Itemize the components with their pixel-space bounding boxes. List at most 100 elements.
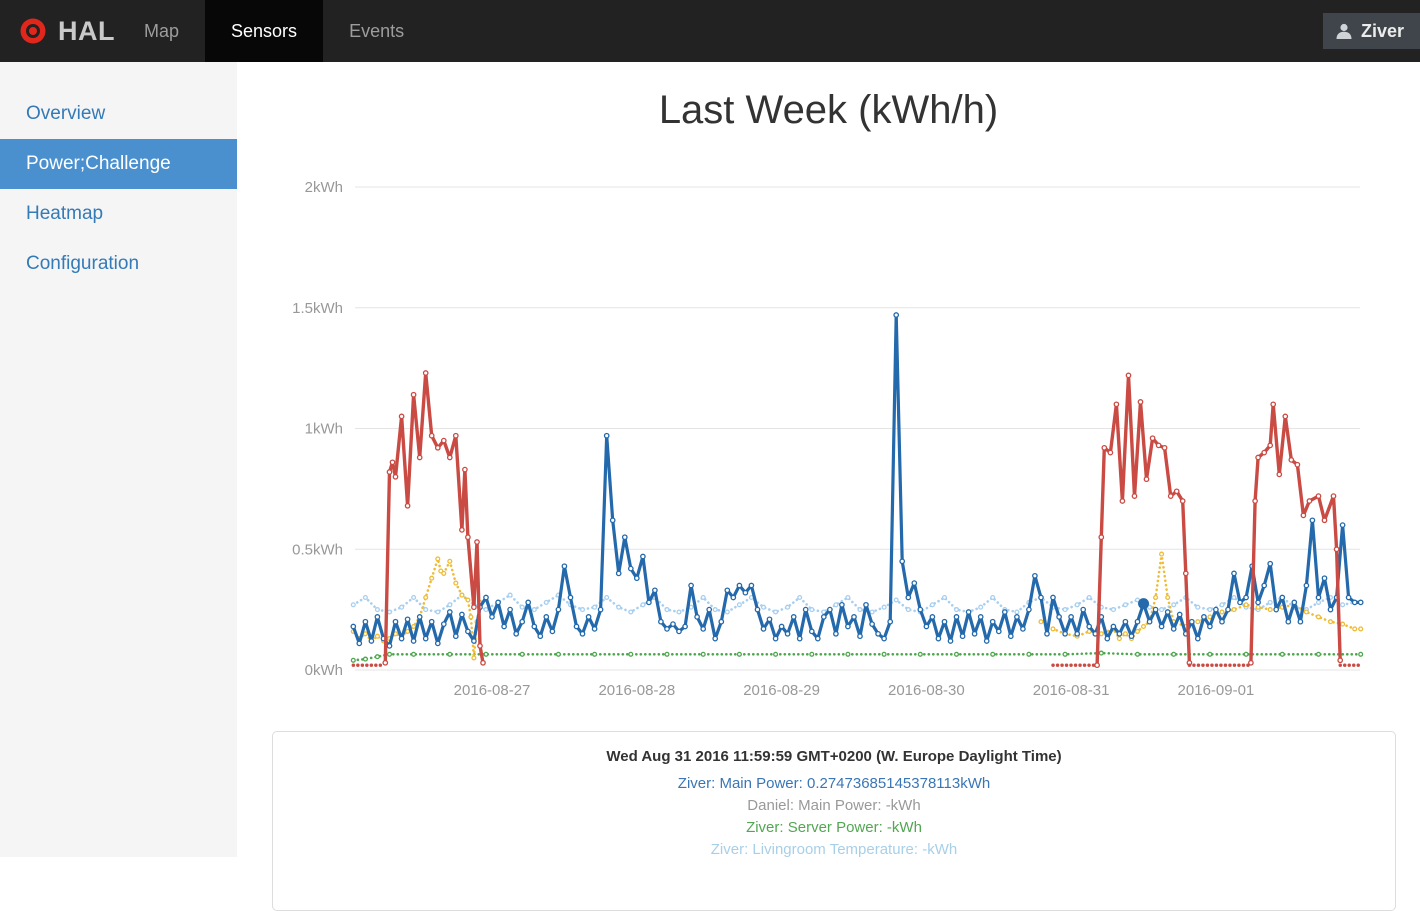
data-point-marker <box>579 630 586 637</box>
data-point-marker <box>990 594 996 601</box>
tooltip-rows: Ziver: Main Power: 0.27473685145378113kW… <box>273 773 1395 861</box>
data-point-marker <box>567 594 574 601</box>
nav-tab-events[interactable]: Events <box>349 21 405 41</box>
data-point-marker <box>1345 594 1352 601</box>
data-point-marker <box>1179 498 1186 504</box>
data-point-marker <box>471 604 477 611</box>
data-point-marker <box>845 623 851 630</box>
data-point-marker <box>977 614 984 620</box>
data-point-marker <box>778 623 785 630</box>
data-point-marker <box>1171 602 1177 608</box>
data-point-marker <box>1032 572 1038 579</box>
data-point-marker <box>441 570 447 576</box>
data-point-marker <box>1146 618 1153 625</box>
data-point-marker <box>1001 609 1008 615</box>
data-point-marker <box>1306 498 1313 504</box>
data-point-marker <box>404 502 411 509</box>
sidebar: Overview Power;Challenge Heatmap Configurat… <box>0 62 237 857</box>
data-point-marker <box>459 527 465 533</box>
data-point-marker <box>941 594 948 601</box>
data-point-marker <box>1074 630 1081 637</box>
data-point-marker <box>1062 630 1068 637</box>
data-point-marker <box>543 614 550 620</box>
data-point-marker <box>839 601 845 608</box>
data-point-marker <box>519 604 525 610</box>
data-point-marker <box>1267 607 1273 613</box>
data-point-marker <box>1159 551 1165 557</box>
data-point-marker <box>468 614 474 620</box>
data-point-marker <box>1207 623 1213 630</box>
data-point-marker <box>845 651 851 657</box>
data-point-marker <box>1267 560 1274 567</box>
data-point-marker <box>941 618 948 625</box>
data-point-marker <box>555 651 561 657</box>
sidebar-item-power-challenge[interactable]: Power;Challenge <box>0 139 237 189</box>
nav-tab-sensors[interactable]: Sensors <box>205 0 324 62</box>
data-point-marker <box>1182 570 1189 577</box>
data-point-marker <box>706 606 713 613</box>
tooltip-row: Ziver: Livingroom Temperature: -kWh <box>710 841 958 858</box>
x-axis-tick-label: 2016-08-30 <box>888 682 965 699</box>
data-point-marker <box>1107 449 1114 456</box>
data-point-marker <box>1321 517 1328 524</box>
data-point-marker <box>851 614 857 620</box>
data-point-marker <box>561 563 568 570</box>
data-point-marker <box>1303 582 1310 589</box>
data-point-marker <box>368 638 375 644</box>
nav-tab-map[interactable]: Map <box>144 21 180 41</box>
sidebar-item-configuration[interactable]: Configuration <box>26 253 140 274</box>
data-point-marker <box>398 413 405 420</box>
main-nav: Map Sensors Events <box>118 0 430 62</box>
data-point-marker <box>531 607 537 613</box>
data-point-marker <box>386 609 393 615</box>
data-point-marker <box>480 659 486 666</box>
data-point-marker <box>628 651 634 657</box>
data-point-marker <box>1159 607 1165 613</box>
data-point-marker <box>1261 449 1268 456</box>
sidebar-item-heatmap[interactable]: Heatmap <box>26 203 104 224</box>
data-point-marker <box>640 553 646 560</box>
data-point-marker <box>989 618 996 625</box>
data-point-marker <box>1098 650 1104 656</box>
data-point-marker <box>790 614 797 620</box>
data-point-marker <box>1062 651 1068 657</box>
data-point-marker <box>1219 609 1225 615</box>
data-point-marker <box>537 633 544 640</box>
sidebar-item-overview[interactable]: Overview <box>26 103 106 124</box>
data-point-marker <box>929 614 936 620</box>
data-point-marker <box>1195 619 1201 625</box>
data-point-marker <box>658 618 664 625</box>
data-point-marker <box>507 592 513 598</box>
data-point-marker <box>1279 594 1286 601</box>
data-point-marker <box>1219 602 1225 608</box>
data-point-marker <box>446 609 453 615</box>
data-point-marker <box>411 594 417 601</box>
highlighted-data-point[interactable] <box>1138 598 1150 610</box>
data-point-marker <box>1237 599 1243 606</box>
data-point-marker <box>1231 570 1237 577</box>
user-menu[interactable]: Ziver <box>1322 13 1420 49</box>
data-point-marker <box>712 635 719 642</box>
data-point-marker <box>652 587 658 594</box>
data-point-marker <box>905 607 911 613</box>
brand-link[interactable]: HAL <box>0 0 133 62</box>
data-point-marker <box>1164 609 1171 615</box>
data-point-marker <box>688 604 694 610</box>
x-axis-tick-label: 2016-09-01 <box>1178 682 1255 699</box>
x-axis-tick-label: 2016-08-31 <box>1033 682 1110 699</box>
data-point-marker <box>1110 607 1116 613</box>
data-point-marker <box>664 607 670 613</box>
data-point-marker <box>1327 619 1334 625</box>
data-point-marker <box>1104 635 1111 642</box>
power-line-chart[interactable]: 0kWh 0.5kWh 1kWh 1.5kWh 2kWh 2016-08-27 2016-0… <box>237 62 1420 762</box>
data-point-marker <box>465 628 471 635</box>
data-point-marker <box>1056 614 1062 620</box>
data-point-marker <box>730 594 737 601</box>
data-point-marker <box>592 604 598 610</box>
data-point-marker <box>374 614 381 620</box>
data-point-marker <box>971 630 978 637</box>
data-point-marker <box>1143 476 1150 483</box>
data-point-marker <box>416 614 423 620</box>
data-point-marker <box>1285 618 1292 625</box>
data-point-marker <box>1068 614 1074 620</box>
